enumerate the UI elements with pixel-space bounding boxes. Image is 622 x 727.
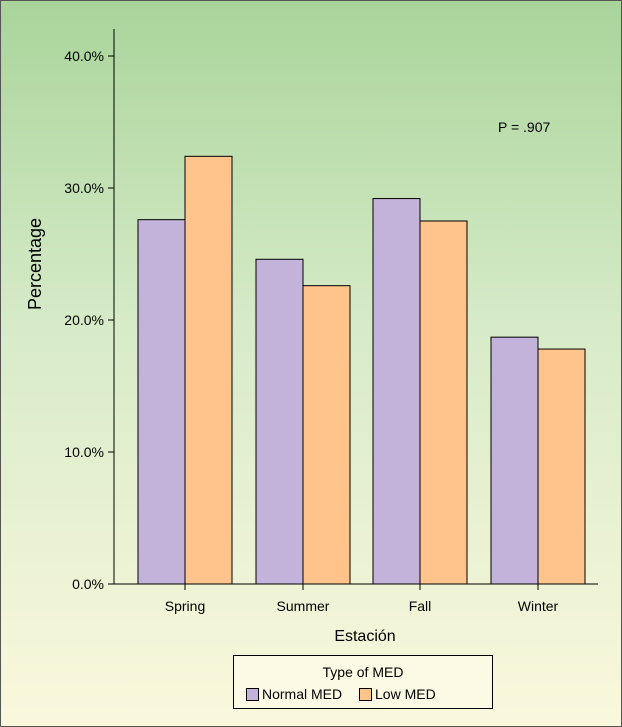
legend-swatch-normal-med <box>246 687 259 701</box>
x-tick-label: Fall <box>409 598 432 614</box>
bar-summer-low-med <box>302 285 351 585</box>
bar-spring-normal-med <box>137 219 186 585</box>
legend-item-low-med: Low MED <box>359 685 436 703</box>
legend-title: Type of MED <box>322 664 404 680</box>
legend-label-low-med: Low MED <box>375 686 436 702</box>
axes-group <box>108 29 598 590</box>
x-tick-label: Summer <box>277 598 330 614</box>
bar-winter-low-med <box>537 348 586 585</box>
legend-swatch-low-med <box>359 687 372 701</box>
labels-group: 0.0% 10.0% 20.0% 30.0% 40.0% Spring Summer Fall… <box>64 48 558 614</box>
legend: Type of MED Normal MED Low MED <box>233 655 493 709</box>
x-axis-title: Estación <box>334 628 395 645</box>
y-tick-label: 10.0% <box>64 444 104 460</box>
legend-item-normal-med: Normal MED <box>246 685 342 703</box>
legend-label-normal-med: Normal MED <box>262 686 343 702</box>
y-tick-label: 30.0% <box>64 180 104 196</box>
y-tick-label: 0.0% <box>72 576 104 592</box>
y-tick-label: 20.0% <box>64 312 104 328</box>
bar-fall-normal-med <box>372 198 421 585</box>
y-tick-label: 40.0% <box>64 48 104 64</box>
bar-spring-low-med <box>184 155 233 585</box>
bar-winter-normal-med <box>490 336 539 585</box>
y-axis-title: Percentage <box>25 218 45 310</box>
bar-summer-normal-med <box>255 258 304 585</box>
x-tick-label: Winter <box>518 598 559 614</box>
bar-fall-low-med <box>419 220 468 585</box>
bars-group <box>137 155 586 585</box>
x-tick-label: Spring <box>165 598 205 614</box>
p-value-annotation: P = .907 <box>498 119 551 135</box>
